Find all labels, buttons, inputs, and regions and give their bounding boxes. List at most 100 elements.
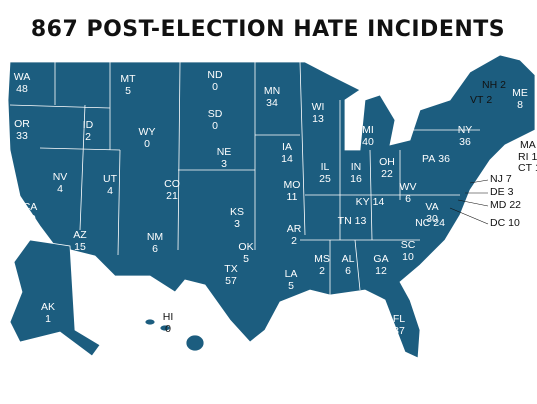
state-label: SC 10 [401,239,416,263]
state-count: 0 [165,323,171,335]
state-label: OH 22 [379,156,395,180]
state-abbr: MT [120,73,136,85]
state-count: 13 [355,215,367,227]
state-label: AR 2 [287,223,302,247]
state-count: 57 [225,275,237,287]
state-abbr: DC [490,217,506,229]
state-abbr: WA [14,71,31,83]
state-count: 11 [287,191,298,203]
state-abbr: FL [393,313,405,325]
state-count: 15 [74,241,86,253]
state-count: 13 [312,113,324,125]
state-count: 21 [166,190,178,202]
state-abbr: VT [470,94,484,106]
state-label: AZ 15 [73,229,87,253]
state-label: NV 4 [53,171,68,195]
state-abbr: MI [362,124,374,136]
state-count: 10 [402,251,414,263]
state-count: 1 [532,151,537,163]
border [9,61,480,300]
state-abbr: GA [373,253,388,265]
state-label: NE 3 [217,146,232,170]
state-abbr: NH [482,79,497,91]
state-count: 99 [24,213,36,225]
state-count: 33 [16,130,28,142]
state-label: MT 5 [120,73,136,97]
state-count: 25 [319,173,331,185]
state-label: VA 30 [425,201,438,225]
leader-line [469,179,489,184]
state-label: MS 2 [314,253,330,277]
state-count: 7 [506,173,512,185]
state-count: 34 [266,97,278,109]
state-abbr: TN [338,215,352,227]
state-label: CO 21 [164,178,180,202]
state-label: NJ 7 [490,173,512,185]
state-abbr: MA [520,139,536,151]
state-abbr: PA [422,153,435,165]
state-label: NM 6 [147,231,163,255]
state-count: 40 [362,136,374,148]
state-count: 1 [45,313,51,325]
alaska [9,239,101,357]
state-abbr: NY [458,124,473,136]
state-count: 36 [459,136,471,148]
state-label: MI 40 [362,124,374,148]
state-count: 6 [152,243,158,255]
borders [9,61,480,300]
state-label: HI 0 [163,311,174,335]
state-count: 8 [517,99,523,111]
state-label: NC 24 [415,217,445,229]
state-label: NH 2 [482,79,506,91]
state-abbr: WI [312,101,325,113]
state-abbr: NM [147,231,163,243]
state-abbr: SC [401,239,416,251]
state-count: 2 [291,235,297,247]
leader-line [449,207,489,225]
state-count: 4 [57,183,63,195]
state-count: 36 [438,153,450,165]
state-label: IA 14 [281,141,293,165]
state-count: 12 [375,265,387,277]
leaders [449,179,489,225]
title: 867 POST-ELECTION HATE INCIDENTS [31,17,505,42]
hawaii [159,324,171,332]
state-count: 14 [281,153,293,165]
state-abbr: CO [164,178,180,190]
state-label: DC 10 [490,217,520,229]
state-label: IN 16 [350,161,362,185]
state-abbr: CA [23,201,38,213]
state-label: ID 2 [83,119,94,143]
land [7,54,536,359]
state-label: OR 33 [14,118,30,142]
state-label: UT 4 [103,173,118,197]
state-label: CT1 [518,162,537,174]
state-count: 5 [288,280,294,292]
state-abbr: AL [342,253,355,265]
state-count: 14 [373,196,385,208]
state-abbr: KS [230,206,244,218]
state-abbr: TX [224,263,237,275]
state-abbr: DE [490,186,505,198]
state-abbr: MN [264,85,280,97]
state-label: AK 1 [41,301,55,325]
state-label: KS 3 [230,206,244,230]
hawaii [185,334,205,352]
state-count: 37 [393,325,405,337]
state-count: 5 [125,85,131,97]
state-label: RI 1 [518,151,537,163]
state-count: 0 [212,81,218,93]
state-abbr: VA [425,201,438,213]
lower-48 [7,54,536,359]
state-count: 3 [221,158,227,170]
state-label: KY 14 [356,196,385,208]
state-label: MN 34 [264,85,280,109]
state-abbr: MS [314,253,330,265]
state-abbr: OR [14,118,30,130]
state-abbr: HI [163,311,174,323]
state-abbr: SD [208,108,223,120]
state-count: 3 [234,218,240,230]
state-abbr: ND [207,69,223,81]
state-abbr: OH [379,156,395,168]
state-label: TX 57 [224,263,237,287]
